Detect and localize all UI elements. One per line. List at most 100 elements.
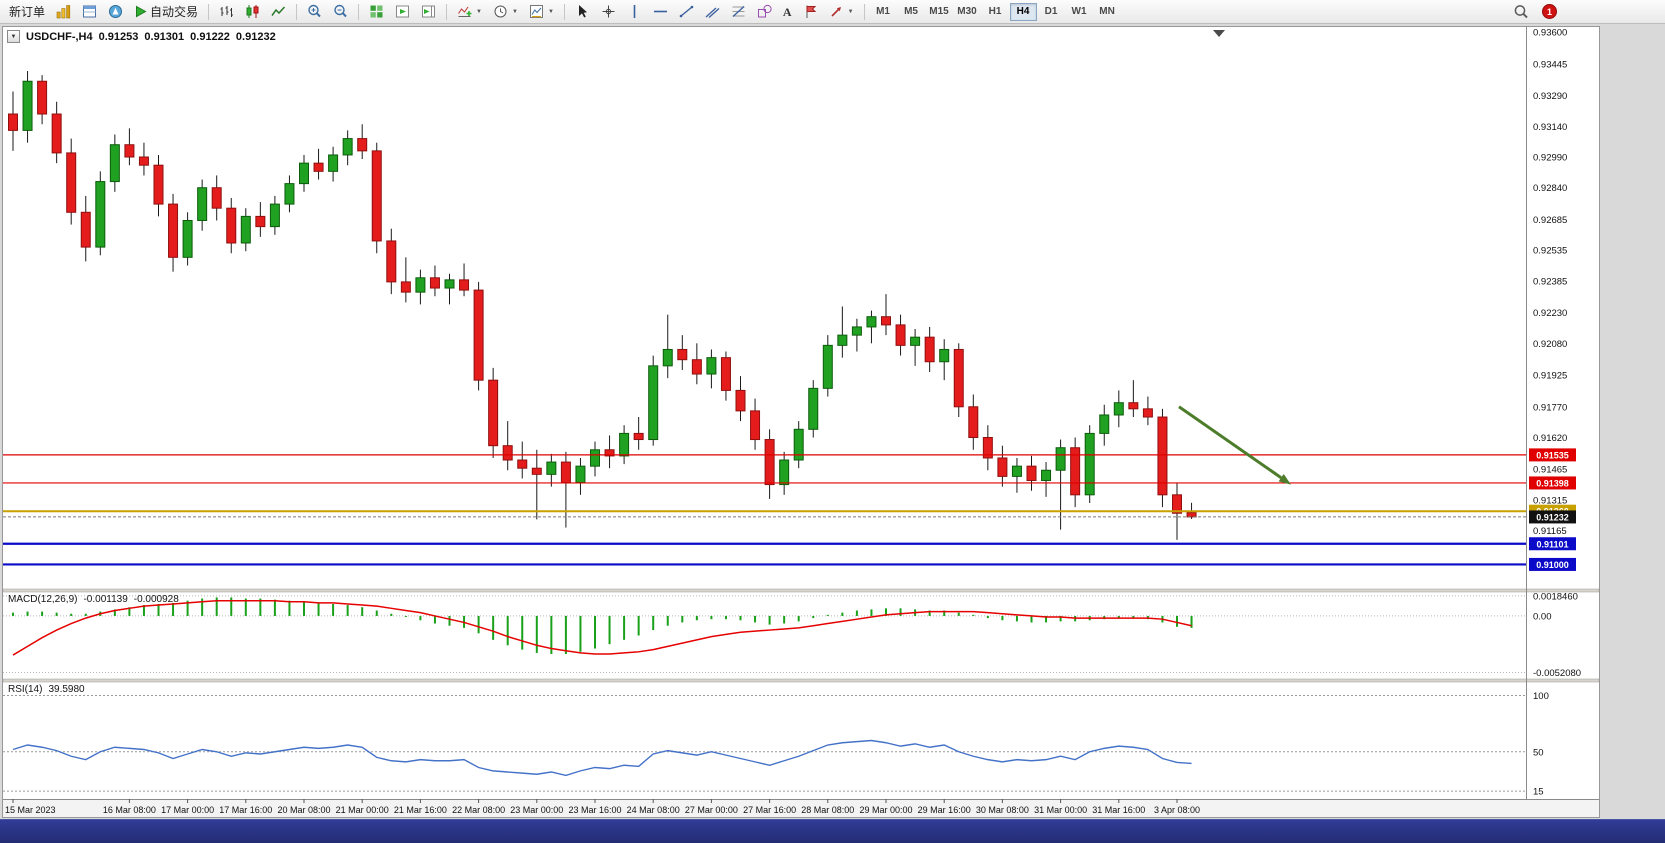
- candlestick-icon: [246, 5, 259, 18]
- candle: [95, 181, 106, 248]
- timeframe-button-m5[interactable]: M5: [898, 3, 925, 21]
- text-tool-button[interactable]: A: [778, 2, 797, 22]
- channel-tool-button[interactable]: [700, 2, 725, 22]
- dropdown-caret-icon: ▼: [847, 8, 854, 15]
- candle: [1070, 447, 1081, 496]
- cursor-tool-button[interactable]: [570, 2, 595, 22]
- trend-arrow-annotation[interactable]: [1178, 405, 1291, 485]
- channel-icon: [705, 7, 720, 18]
- candle: [779, 459, 790, 486]
- timeframe-button-m1[interactable]: M1: [870, 3, 897, 21]
- chart-quote-line: ▼ USDCHF-,H4 0.91253 0.91301 0.91222 0.9…: [7, 30, 276, 43]
- auto-trading-button[interactable]: 自动交易: [129, 2, 203, 22]
- one-click-trading-toggle[interactable]: ▼: [7, 30, 20, 43]
- navigator-button[interactable]: [103, 2, 128, 22]
- price-axis-label: 0.93445: [1533, 59, 1567, 70]
- bar-chart-mode-button[interactable]: [214, 2, 239, 22]
- price-chart[interactable]: 0.91535 0.91398 0.91260 0.91101 0.91000 0.912…: [3, 27, 1599, 817]
- time-axis-strip[interactable]: [3, 799, 1599, 817]
- timeframe-button-m15[interactable]: M15: [926, 3, 953, 21]
- chart-shift-button[interactable]: [416, 2, 441, 22]
- price-axis-label: 0.93290: [1533, 91, 1567, 102]
- fibonacci-tool-button[interactable]: [726, 2, 751, 22]
- periods-button[interactable]: ▼: [488, 2, 523, 22]
- price-axis-label: 0.92385: [1533, 276, 1567, 287]
- shapes-tool-button[interactable]: [752, 2, 777, 22]
- candle: [386, 240, 397, 283]
- bid-price-tag: [1529, 510, 1576, 524]
- horizontal-line-0.91000[interactable]: 0.91000: [3, 557, 1576, 571]
- indicators-button[interactable]: ▼: [452, 2, 487, 22]
- tile-windows-button[interactable]: [364, 2, 389, 22]
- macd-indicator-label: MACD(12,26,9) -0.001139 -0.000928: [8, 594, 179, 605]
- candle: [677, 348, 688, 361]
- timeframe-button-h1[interactable]: H1: [982, 3, 1009, 21]
- toolbar-right-group: 1: [1508, 2, 1557, 22]
- vertical-line-tool-button[interactable]: [622, 2, 647, 22]
- main-toolbar: 新订单 自动交易: [0, 0, 1665, 24]
- trendline-tool-button[interactable]: [674, 2, 699, 22]
- horizontal-line-0.91260[interactable]: 0.91260: [3, 504, 1576, 518]
- horizontal-line-tool-button[interactable]: [648, 2, 673, 22]
- timeframe-button-w1[interactable]: W1: [1066, 3, 1093, 21]
- auto-scroll-button[interactable]: [390, 2, 415, 22]
- market-watch-icon: [56, 5, 71, 19]
- toolbar-separator: [208, 3, 210, 20]
- timeframe-button-mn[interactable]: MN: [1094, 3, 1121, 21]
- candle: [51, 113, 62, 154]
- rsi-value: 39.5980: [48, 684, 85, 695]
- price-axis-label: 0.91925: [1533, 371, 1567, 382]
- toolbar-separator: [446, 3, 448, 20]
- rsi-pane: 100 50 15: [3, 691, 1549, 798]
- time-axis-label: 15 Mar 2023: [5, 805, 56, 815]
- data-window-button[interactable]: [77, 2, 102, 22]
- candle: [924, 336, 935, 363]
- zoom-in-button[interactable]: [302, 2, 327, 22]
- timeframe-button-m30[interactable]: M30: [954, 3, 981, 21]
- arrows-tool-button[interactable]: ▼: [824, 2, 859, 22]
- candle: [197, 187, 208, 221]
- candle: [313, 162, 324, 172]
- macd-histogram: [12, 597, 1193, 654]
- candle: [488, 379, 499, 447]
- market-watch-button[interactable]: [51, 2, 76, 22]
- candle: [968, 406, 979, 438]
- new-order-button[interactable]: 新订单: [4, 2, 50, 22]
- candle: [429, 277, 440, 289]
- vertical-line-icon: [633, 5, 636, 18]
- zoom-out-button[interactable]: [328, 2, 353, 22]
- line-chart-mode-button[interactable]: [266, 2, 291, 22]
- notification-badge[interactable]: 1: [1542, 4, 1557, 19]
- candle: [531, 467, 542, 475]
- chart-shift-marker[interactable]: [1213, 30, 1225, 37]
- auto-trading-label: 自动交易: [150, 5, 199, 19]
- time-axis-label: 31 Mar 00:00: [1034, 805, 1087, 815]
- search-button[interactable]: [1508, 2, 1534, 22]
- timeframe-button-h4[interactable]: H4: [1009, 2, 1037, 21]
- rsi-axis-label: 15: [1533, 787, 1544, 798]
- candle: [793, 428, 804, 461]
- candle: [575, 465, 586, 484]
- price-axis-label: 0.91165: [1533, 526, 1567, 537]
- horizontal-line-0.91398[interactable]: 0.91398: [3, 476, 1576, 490]
- horizontal-line-0.91535[interactable]: 0.91535: [3, 448, 1576, 462]
- candle: [37, 80, 48, 115]
- candle: [982, 436, 993, 459]
- candle: [168, 203, 179, 258]
- candle: [153, 164, 164, 205]
- timeframe-button-d1[interactable]: D1: [1038, 3, 1065, 21]
- candlestick-mode-button[interactable]: [240, 2, 265, 22]
- pane-separator[interactable]: [3, 588, 1599, 593]
- zoom-out-icon: [334, 4, 347, 18]
- new-order-label: 新订单: [9, 5, 46, 19]
- pane-separator[interactable]: [3, 678, 1599, 683]
- templates-button[interactable]: ▼: [524, 2, 559, 22]
- candle: [1128, 402, 1139, 410]
- label-tool-button[interactable]: [798, 2, 823, 22]
- crosshair-tool-button[interactable]: [596, 2, 621, 22]
- horizontal-line-0.91101[interactable]: 0.91101: [3, 537, 1576, 551]
- fibonacci-icon: [732, 6, 745, 17]
- price-axis-label: 0.92990: [1533, 153, 1567, 164]
- taskbar-strip: [0, 819, 1665, 843]
- timeframe-toolbar: M1 M5 M15 M30 H1 H4 D1 W1 MN: [870, 2, 1121, 21]
